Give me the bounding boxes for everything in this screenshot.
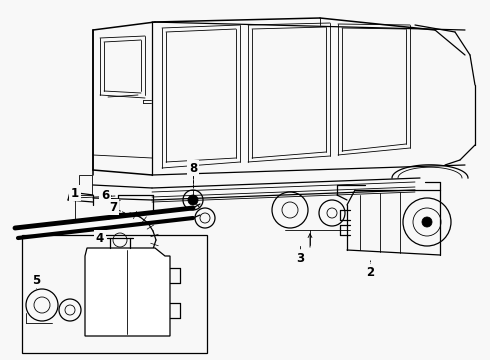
Text: 1: 1	[71, 186, 79, 199]
Text: 3: 3	[296, 252, 304, 265]
Bar	[22, 235, 207, 353]
Text: 8: 8	[189, 162, 197, 175]
Text: 4: 4	[96, 231, 104, 244]
Text: 7: 7	[109, 201, 117, 213]
Polygon shape	[85, 248, 170, 336]
Text: 5: 5	[32, 274, 40, 287]
Text: 6: 6	[101, 189, 109, 202]
Bar	[79, 175, 92, 195]
Circle shape	[422, 217, 432, 227]
Text: 2: 2	[366, 266, 374, 279]
Circle shape	[188, 195, 198, 205]
